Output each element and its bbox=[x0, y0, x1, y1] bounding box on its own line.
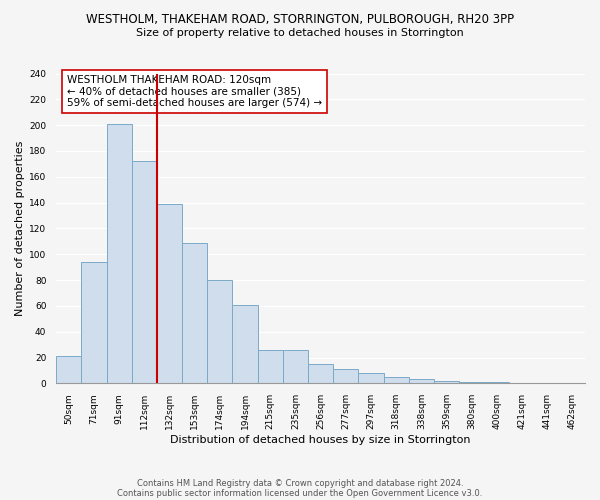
Text: WESTHOLM, THAKEHAM ROAD, STORRINGTON, PULBOROUGH, RH20 3PP: WESTHOLM, THAKEHAM ROAD, STORRINGTON, PU… bbox=[86, 12, 514, 26]
Text: WESTHOLM THAKEHAM ROAD: 120sqm
← 40% of detached houses are smaller (385)
59% of: WESTHOLM THAKEHAM ROAD: 120sqm ← 40% of … bbox=[67, 75, 322, 108]
Bar bbox=[232, 304, 257, 384]
Bar bbox=[308, 364, 333, 384]
Bar bbox=[257, 350, 283, 384]
Bar bbox=[358, 373, 383, 384]
Bar bbox=[484, 382, 509, 384]
Bar bbox=[333, 369, 358, 384]
Bar bbox=[283, 350, 308, 384]
Bar bbox=[82, 262, 107, 384]
Bar bbox=[383, 377, 409, 384]
X-axis label: Distribution of detached houses by size in Storrington: Distribution of detached houses by size … bbox=[170, 435, 471, 445]
Bar bbox=[157, 204, 182, 384]
Text: Contains HM Land Registry data © Crown copyright and database right 2024.: Contains HM Land Registry data © Crown c… bbox=[137, 478, 463, 488]
Bar bbox=[182, 242, 207, 384]
Bar bbox=[107, 124, 131, 384]
Bar bbox=[56, 356, 82, 384]
Bar bbox=[409, 380, 434, 384]
Bar bbox=[459, 382, 484, 384]
Bar bbox=[434, 381, 459, 384]
Text: Contains public sector information licensed under the Open Government Licence v3: Contains public sector information licen… bbox=[118, 488, 482, 498]
Bar bbox=[207, 280, 232, 384]
Text: Size of property relative to detached houses in Storrington: Size of property relative to detached ho… bbox=[136, 28, 464, 38]
Bar bbox=[131, 162, 157, 384]
Y-axis label: Number of detached properties: Number of detached properties bbox=[15, 140, 25, 316]
